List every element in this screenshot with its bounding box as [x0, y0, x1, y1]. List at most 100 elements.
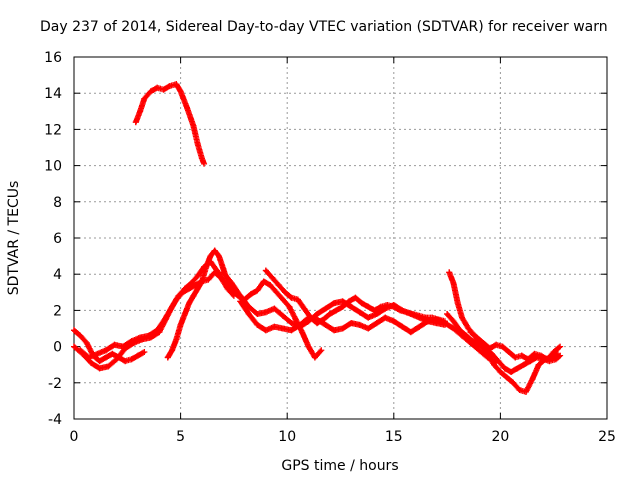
y-axis-label: SDTVAR / TECUs [6, 181, 22, 296]
data-point [96, 365, 103, 372]
data-point [88, 359, 95, 366]
data-point [550, 349, 557, 356]
data-point [435, 316, 442, 323]
data-point [465, 325, 472, 332]
data-point [279, 325, 286, 332]
data-point [557, 343, 564, 350]
data-point [275, 282, 282, 289]
data-point [94, 350, 101, 357]
data-point [254, 311, 261, 318]
y-tick-label: -4 [48, 412, 62, 428]
data-point [173, 336, 180, 343]
data-point [552, 356, 559, 363]
data-point [320, 316, 327, 323]
data-point [322, 305, 329, 312]
data-point [371, 307, 378, 314]
data-point [237, 292, 244, 299]
data-point [237, 298, 244, 305]
data-point [260, 278, 267, 285]
data-point [105, 363, 112, 370]
y-tick-label: -2 [48, 376, 62, 392]
data-point [407, 329, 414, 336]
data-point [288, 327, 295, 334]
data-point [469, 338, 476, 345]
data-point [373, 320, 380, 327]
data-point [194, 285, 201, 292]
data-point [190, 122, 197, 129]
data-point [154, 84, 161, 91]
data-point [109, 350, 116, 357]
data-point [358, 300, 365, 307]
data-point [102, 354, 109, 361]
data-point [522, 388, 529, 395]
data-point [113, 356, 120, 363]
data-point [286, 303, 293, 310]
axis-ticks: 0 5 10 15 20 25 -4 -2 0 2 4 6 8 10 12 14 16 [44, 50, 616, 445]
data-point [166, 307, 173, 314]
data-point [378, 303, 385, 310]
data-point [83, 339, 90, 346]
data-point [397, 307, 404, 314]
data-point [535, 361, 542, 368]
data-point [450, 318, 457, 325]
data-point [269, 274, 276, 281]
data-point [137, 108, 144, 115]
data-point [356, 321, 363, 328]
data-point [85, 354, 92, 361]
data-point [201, 160, 208, 167]
data-point [245, 311, 252, 318]
data-point [473, 334, 480, 341]
data-point [137, 334, 144, 341]
data-point [456, 327, 463, 334]
data-point [96, 358, 103, 365]
data-point [476, 347, 483, 354]
data-point [518, 352, 525, 359]
data-point [71, 327, 77, 334]
data-point [160, 318, 167, 325]
data-point [331, 327, 338, 334]
data-point [339, 298, 346, 305]
y-tick-label: 2 [53, 303, 62, 319]
data-point [228, 280, 235, 287]
data-point [128, 338, 135, 345]
data-point [141, 95, 148, 102]
data-point [154, 327, 161, 334]
data-point [450, 325, 457, 332]
data-point [495, 358, 502, 365]
y-tick-label: 14 [44, 86, 62, 102]
data-point [318, 347, 325, 354]
data-point [294, 296, 301, 303]
x-tick-label: 0 [70, 429, 79, 445]
data-point [365, 314, 372, 321]
x-tick-label: 20 [491, 429, 509, 445]
data-point [429, 314, 436, 321]
x-tick-label: 5 [176, 429, 185, 445]
data-point [459, 314, 466, 321]
data-point [173, 81, 180, 88]
data-point [514, 365, 521, 372]
data-point [186, 300, 193, 307]
data-point [273, 289, 280, 296]
data-point [141, 349, 148, 356]
data-point [322, 321, 329, 328]
data-point [529, 376, 536, 383]
data-point [279, 312, 286, 319]
data-point [198, 278, 205, 285]
data-point [557, 352, 564, 359]
y-tick-label: 16 [44, 50, 62, 66]
data-point [220, 269, 227, 276]
data-point [516, 387, 523, 394]
y-tick-label: 10 [44, 159, 62, 175]
data-point [491, 361, 498, 368]
x-axis-label: GPS time / hours [281, 458, 398, 474]
data-point [531, 350, 538, 357]
data-point [173, 296, 180, 303]
data-point [177, 321, 184, 328]
data-point [166, 82, 173, 89]
data-point [339, 325, 346, 332]
data-point [128, 356, 135, 363]
data-point [262, 267, 269, 274]
data-point [288, 294, 295, 301]
y-tick-label: 12 [44, 122, 62, 138]
data-point [271, 323, 278, 330]
